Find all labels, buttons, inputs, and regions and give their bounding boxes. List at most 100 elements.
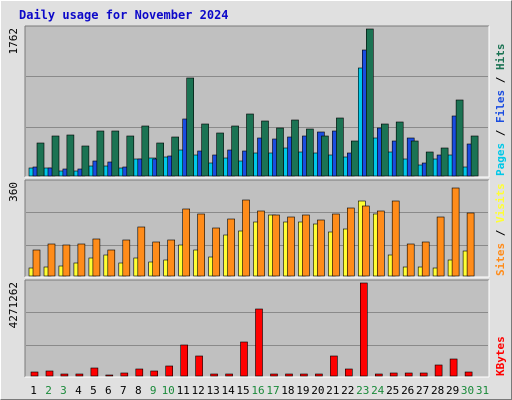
- x-tick-label-day-13: 13: [206, 384, 219, 397]
- bar-sites-day-15: [242, 199, 250, 277]
- bar-sites-day-13: [212, 227, 220, 277]
- bar-sites-day-18: [287, 216, 295, 277]
- bar-hits-day-24: [380, 123, 389, 177]
- bar-sites-day-14: [227, 218, 235, 277]
- bar-sites-day-2: [47, 243, 56, 277]
- x-tick-label-day-30: 30: [461, 384, 474, 397]
- bar-hits-day-15: [246, 113, 254, 177]
- bar-hits-day-7: [126, 135, 135, 177]
- bar-hits-day-4: [81, 145, 90, 177]
- legend-entry: /: [494, 123, 507, 143]
- bar-kbytes-day-27: [419, 372, 428, 377]
- x-tick-label-day-2: 2: [45, 384, 52, 397]
- legend-entry: Visits: [494, 183, 507, 223]
- bar-kbytes-day-12: [195, 355, 203, 377]
- bar-sites-day-11: [182, 208, 190, 277]
- bar-sites-day-28: [436, 216, 445, 277]
- y-axis-labels: 1762 360 4271262: [7, 28, 20, 328]
- bar-sites-day-20: [317, 219, 325, 277]
- bar-kbytes-day-6: [105, 374, 114, 377]
- x-tick-label-day-8: 8: [135, 384, 142, 397]
- bar-kbytes-day-16: [255, 308, 263, 377]
- legend-entry: Hits: [494, 44, 507, 71]
- bar-kbytes-day-9: [150, 370, 158, 377]
- bar-hits-day-22: [350, 140, 359, 177]
- legend-entry: KBytes: [494, 336, 507, 376]
- bar-kbytes-day-2: [45, 370, 54, 377]
- bar-hits-day-23: [365, 28, 374, 177]
- visits-legend: Sites / Visits: [494, 183, 507, 276]
- bar-hits-day-12: [201, 123, 209, 177]
- bar-kbytes-day-13: [210, 373, 218, 377]
- bar-hits-day-30: [470, 135, 479, 177]
- x-tick-label-day-1: 1: [30, 384, 37, 397]
- bar-sites-day-27: [421, 241, 430, 277]
- bar-sites-day-8: [137, 226, 146, 277]
- bar-kbytes-day-3: [60, 373, 69, 377]
- x-tick-label-day-16: 16: [251, 384, 264, 397]
- bar-kbytes-day-30: [464, 371, 473, 377]
- bar-hits-day-20: [321, 135, 329, 177]
- bar-hits-day-1: [36, 142, 45, 177]
- bar-kbytes-day-29: [449, 358, 458, 377]
- x-tick-label-day-24: 24: [371, 384, 385, 397]
- x-tick-label-day-4: 4: [75, 384, 82, 397]
- bar-sites-day-22: [346, 207, 355, 277]
- x-tick-label-day-23: 23: [356, 384, 369, 397]
- legend-entry: /: [494, 70, 507, 90]
- hits-y-max-label: 1762: [7, 28, 20, 55]
- bar-kbytes-day-17: [270, 373, 278, 377]
- x-tick-label-day-29: 29: [446, 384, 459, 397]
- bar-hits-day-26: [410, 140, 419, 177]
- x-tick-label-day-19: 19: [296, 384, 309, 397]
- bar-hits-day-10: [171, 136, 179, 177]
- visits-y-max-label: 360: [7, 182, 20, 202]
- bar-hits-day-21: [336, 117, 344, 177]
- bar-sites-day-12: [197, 213, 205, 277]
- x-tick-label-day-20: 20: [311, 384, 324, 397]
- x-tick-label-day-26: 26: [401, 384, 414, 397]
- bar-sites-day-24: [376, 210, 385, 277]
- bar-kbytes-day-5: [90, 367, 99, 377]
- bar-hits-day-2: [51, 135, 60, 177]
- bar-kbytes-day-1: [30, 371, 39, 377]
- bar-sites-day-10: [167, 239, 175, 277]
- hits-legend: Pages / Files / Hits: [494, 44, 507, 177]
- x-tick-label-day-31: 31: [476, 384, 489, 397]
- bar-sites-day-26: [406, 243, 415, 277]
- bar-hits-day-11: [186, 77, 194, 177]
- chart-title: Daily usage for November 2024: [19, 8, 229, 22]
- bar-hits-day-8: [141, 125, 150, 177]
- bar-kbytes-day-28: [434, 364, 443, 377]
- bar-sites-day-30: [466, 212, 475, 277]
- bar-sites-day-19: [302, 214, 310, 277]
- bar-sites-day-4: [77, 243, 86, 277]
- bar-hits-day-27: [425, 151, 434, 177]
- kbytes-legend: KBytes: [494, 336, 507, 376]
- bar-kbytes-day-19: [300, 373, 308, 377]
- kbytes-y-max-label: 4271262: [7, 282, 20, 328]
- x-tick-label-day-10: 10: [162, 384, 175, 397]
- bar-kbytes-day-8: [135, 368, 144, 377]
- x-tick-label-day-14: 14: [221, 384, 235, 397]
- legend-entry: /: [494, 223, 507, 243]
- bar-hits-day-16: [261, 120, 269, 177]
- bar-hits-day-13: [216, 132, 224, 177]
- x-tick-label-day-22: 22: [341, 384, 354, 397]
- bar-kbytes-day-7: [120, 372, 129, 377]
- legends: Pages / Files / Hits Sites / Visits KBytes: [494, 44, 507, 377]
- bar-kbytes-day-15: [240, 341, 248, 377]
- bar-sites-day-25: [391, 200, 400, 277]
- bar-sites-day-17: [272, 214, 280, 277]
- bar-hits-day-6: [111, 130, 120, 177]
- bar-hits-day-29: [455, 99, 464, 177]
- legend-entry: Files: [494, 90, 507, 123]
- x-tick-label-day-7: 7: [120, 384, 127, 397]
- bar-kbytes-day-26: [404, 372, 413, 377]
- bar-kbytes-day-21: [330, 355, 338, 377]
- bar-sites-day-5: [92, 238, 101, 277]
- bar-hits-day-5: [96, 130, 105, 177]
- bar-kbytes-day-22: [344, 368, 353, 377]
- bar-kbytes-day-23: [359, 282, 368, 377]
